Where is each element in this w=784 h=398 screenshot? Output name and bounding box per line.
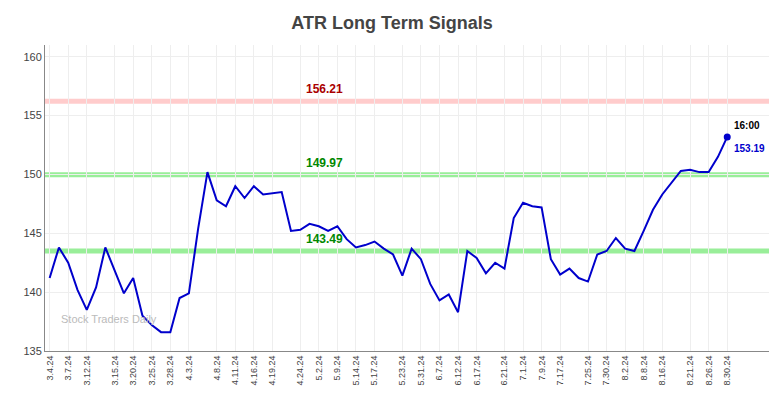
svg-text:3.4.24: 3.4.24 xyxy=(45,356,55,381)
svg-text:156.21: 156.21 xyxy=(306,82,343,96)
svg-text:3.7.24: 3.7.24 xyxy=(63,356,73,381)
svg-text:155: 155 xyxy=(23,109,41,121)
svg-text:140: 140 xyxy=(23,286,41,298)
svg-text:3.12.24: 3.12.24 xyxy=(82,356,92,386)
svg-text:150: 150 xyxy=(23,168,41,180)
svg-text:8.21.24: 8.21.24 xyxy=(685,356,695,386)
svg-text:160: 160 xyxy=(23,51,41,63)
svg-text:Stock Traders Daily: Stock Traders Daily xyxy=(61,313,157,325)
svg-text:8.30.24: 8.30.24 xyxy=(722,356,732,386)
svg-text:8.26.24: 8.26.24 xyxy=(704,356,714,386)
svg-text:6.12.24: 6.12.24 xyxy=(453,356,463,386)
svg-text:5.9.24: 5.9.24 xyxy=(332,356,342,381)
svg-text:5.31.24: 5.31.24 xyxy=(416,356,426,386)
svg-text:5.2.24: 5.2.24 xyxy=(314,356,324,381)
svg-text:7.25.24: 7.25.24 xyxy=(583,356,593,386)
svg-text:5.17.24: 5.17.24 xyxy=(369,356,379,386)
svg-text:8.8.24: 8.8.24 xyxy=(639,356,649,381)
svg-text:3.25.24: 3.25.24 xyxy=(147,356,157,386)
svg-text:7.30.24: 7.30.24 xyxy=(601,356,611,386)
svg-text:4.19.24: 4.19.24 xyxy=(267,356,277,386)
svg-text:4.3.24: 4.3.24 xyxy=(184,356,194,381)
svg-text:3.20.24: 3.20.24 xyxy=(128,356,138,386)
svg-text:149.97: 149.97 xyxy=(306,156,343,170)
svg-text:153.19: 153.19 xyxy=(734,143,765,154)
svg-text:8.16.24: 8.16.24 xyxy=(657,356,667,386)
svg-text:7.9.24: 7.9.24 xyxy=(537,356,547,381)
svg-text:5.23.24: 5.23.24 xyxy=(397,356,407,386)
svg-text:7.1.24: 7.1.24 xyxy=(518,356,528,381)
svg-text:16:00: 16:00 xyxy=(734,120,760,131)
svg-text:145: 145 xyxy=(23,227,41,239)
svg-text:4.11.24: 4.11.24 xyxy=(230,356,240,385)
svg-text:3.15.24: 3.15.24 xyxy=(110,356,120,386)
svg-text:4.16.24: 4.16.24 xyxy=(249,356,259,386)
svg-text:5.14.24: 5.14.24 xyxy=(351,356,361,386)
svg-text:135: 135 xyxy=(23,345,41,357)
svg-text:4.8.24: 4.8.24 xyxy=(212,356,222,381)
svg-text:8.2.24: 8.2.24 xyxy=(620,356,630,381)
svg-text:6.7.24: 6.7.24 xyxy=(434,356,444,381)
svg-text:143.49: 143.49 xyxy=(306,232,343,246)
svg-text:6.21.24: 6.21.24 xyxy=(499,356,509,386)
svg-text:6.17.24: 6.17.24 xyxy=(472,356,482,386)
svg-text:4.24.24: 4.24.24 xyxy=(295,356,305,386)
svg-text:7.17.24: 7.17.24 xyxy=(555,356,565,386)
svg-text:3.28.24: 3.28.24 xyxy=(165,356,175,386)
svg-text:ATR Long Term Signals: ATR Long Term Signals xyxy=(291,13,492,33)
